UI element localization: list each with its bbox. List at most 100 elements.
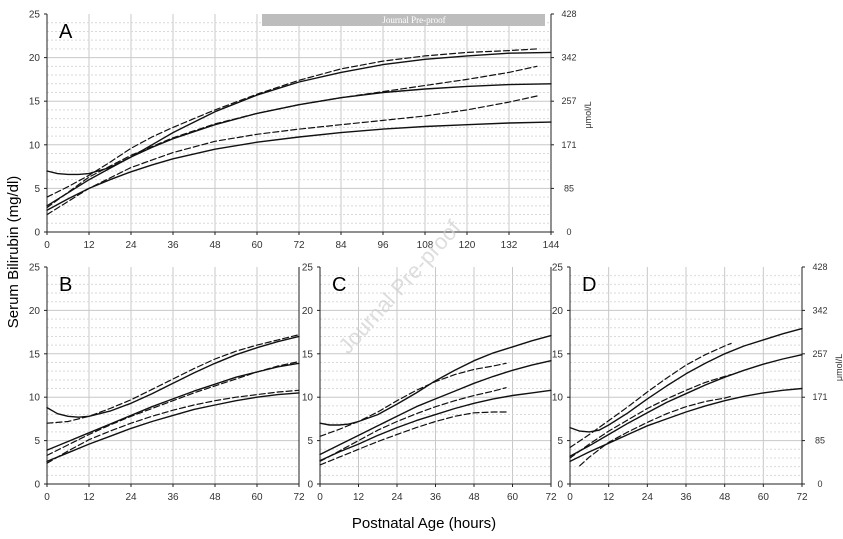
right-tick-label: 342 [561, 53, 576, 63]
dashed-curve-6 [579, 395, 732, 467]
panel-b: 0 12 24 36 48 60 72 0 5 10 15 20 25 B [29, 263, 305, 504]
y-tick-label: 5 [557, 436, 563, 447]
dashed-curve-5 [46, 361, 300, 456]
solid-curve-2 [569, 354, 803, 457]
right-tick-label: 428 [812, 262, 827, 272]
panel-d-unit-label: μmol/L [834, 354, 843, 381]
dashed-curve-4 [319, 362, 507, 437]
x-tick-label: 24 [642, 492, 654, 503]
journal-banner-text: Journal Pre-proof [382, 15, 445, 25]
x-tick-label: 84 [335, 240, 347, 251]
x-tick-label: 48 [468, 492, 480, 503]
x-tick-label: 0 [317, 492, 323, 503]
panel-c-series [319, 334, 552, 466]
panel-a-x-ticks: 0 12 24 36 48 60 72 84 96 108 120 132 144 [44, 232, 560, 251]
x-tick-label: 48 [209, 492, 221, 503]
x-tick-label: 48 [719, 492, 731, 503]
y-tick-label: 10 [552, 393, 564, 404]
x-tick-label: 72 [796, 492, 808, 503]
x-tick-label: 72 [293, 492, 305, 503]
solid-curve-3 [569, 387, 803, 463]
panel-d-series [569, 327, 803, 467]
x-tick-label: 12 [603, 492, 615, 503]
panel-c-y-ticks: 0 5 10 15 20 25 [302, 263, 320, 491]
journal-banner: Journal Pre-proof [262, 14, 545, 26]
y-tick-label: 10 [29, 140, 41, 151]
x-tick-label: 96 [377, 240, 389, 251]
y-tick-label: 15 [29, 349, 41, 360]
dashed-curve-6 [46, 95, 538, 216]
y-tick-label: 25 [29, 10, 41, 21]
x-tick-label: 12 [83, 492, 95, 503]
y-tick-label: 10 [302, 393, 314, 404]
dashed-curve-4 [569, 342, 732, 449]
watermark: Journal Pre-proof [333, 215, 466, 359]
panel-d: 0 12 24 36 48 60 72 0 5 10 15 20 25 0 85 171 257 342 428 μm… [552, 262, 843, 503]
solid-curve-2 [319, 360, 552, 456]
x-tick-label: 72 [545, 492, 557, 503]
solid-curve-3 [46, 121, 552, 211]
panel-a-grid [47, 14, 552, 232]
x-tick-label: 60 [758, 492, 770, 503]
x-axis-title: Postnatal Age (hours) [352, 515, 496, 532]
x-tick-label: 60 [507, 492, 519, 503]
right-tick-label: 0 [817, 479, 822, 489]
panel-a-series [46, 48, 552, 216]
panel-d-y-ticks: 0 5 10 15 20 25 [552, 263, 570, 491]
right-tick-label: 85 [564, 183, 574, 193]
panel-c: 0 12 24 36 48 60 72 0 5 10 15 20 25 C [302, 263, 557, 504]
panel-a: 0 12 24 36 48 60 72 84 96 108 120 132 14405101520250… [29, 9, 593, 251]
x-tick-label: 36 [167, 240, 179, 251]
y-tick-label: 5 [34, 184, 40, 195]
y-tick-label: 15 [552, 349, 564, 360]
dashed-curve-5 [319, 387, 507, 462]
y-tick-label: 15 [302, 349, 314, 360]
panel-a-unit-label: μmol/L [583, 101, 593, 128]
panel-d-x-ticks: 0 12 24 36 48 60 72 [567, 484, 808, 503]
y-tick-label: 10 [29, 393, 41, 404]
panel-d-right-ticks: 0 85 171 257 342 428 [802, 262, 828, 489]
y-tick-label: 5 [34, 436, 40, 447]
right-tick-label: 171 [561, 140, 576, 150]
y-tick-label: 0 [34, 228, 40, 239]
panel-b-series [46, 334, 300, 464]
panel-c-x-ticks: 0 12 24 36 48 60 72 [317, 484, 557, 503]
panel-d-grid [570, 267, 803, 484]
panel-c-label: C [332, 274, 346, 296]
y-tick-label: 5 [307, 436, 313, 447]
panel-a-label: A [59, 21, 73, 43]
right-tick-label: 428 [561, 9, 576, 19]
solid-curve-1 [46, 51, 552, 176]
dashed-curve-6 [46, 389, 300, 464]
panel-b-label: B [59, 274, 72, 296]
x-tick-label: 132 [501, 240, 518, 251]
dashed-curve-4 [46, 334, 300, 424]
solid-curve-1 [569, 327, 803, 433]
right-tick-label: 257 [561, 96, 576, 106]
x-tick-label: 24 [125, 492, 137, 503]
y-tick-label: 25 [29, 263, 41, 274]
y-tick-label: 0 [557, 480, 563, 491]
solid-curve-1 [319, 334, 552, 426]
panel-a-right-ticks: 0 85 171 257 342 428 [551, 9, 577, 237]
y-tick-label: 0 [34, 480, 40, 491]
y-axis-title: Serum Bilirubin (mg/dl) [5, 176, 22, 329]
x-tick-label: 0 [44, 492, 50, 503]
y-tick-label: 15 [29, 97, 41, 108]
solid-curve-1 [46, 335, 300, 418]
dashed-curve-4 [46, 48, 538, 198]
x-tick-label: 60 [251, 240, 263, 251]
right-tick-label: 171 [812, 392, 827, 402]
x-tick-label: 72 [293, 240, 305, 251]
solid-curve-3 [46, 392, 300, 463]
x-tick-label: 120 [459, 240, 476, 251]
dashed-curve-5 [46, 65, 538, 209]
solid-curve-3 [319, 389, 552, 462]
y-tick-label: 20 [302, 306, 314, 317]
x-tick-label: 0 [44, 240, 50, 251]
journal-banner-bar [262, 14, 545, 26]
x-tick-label: 36 [167, 492, 179, 503]
right-tick-label: 85 [815, 436, 825, 446]
y-tick-label: 25 [552, 263, 564, 274]
panel-b-x-ticks: 0 12 24 36 48 60 72 [44, 484, 305, 503]
